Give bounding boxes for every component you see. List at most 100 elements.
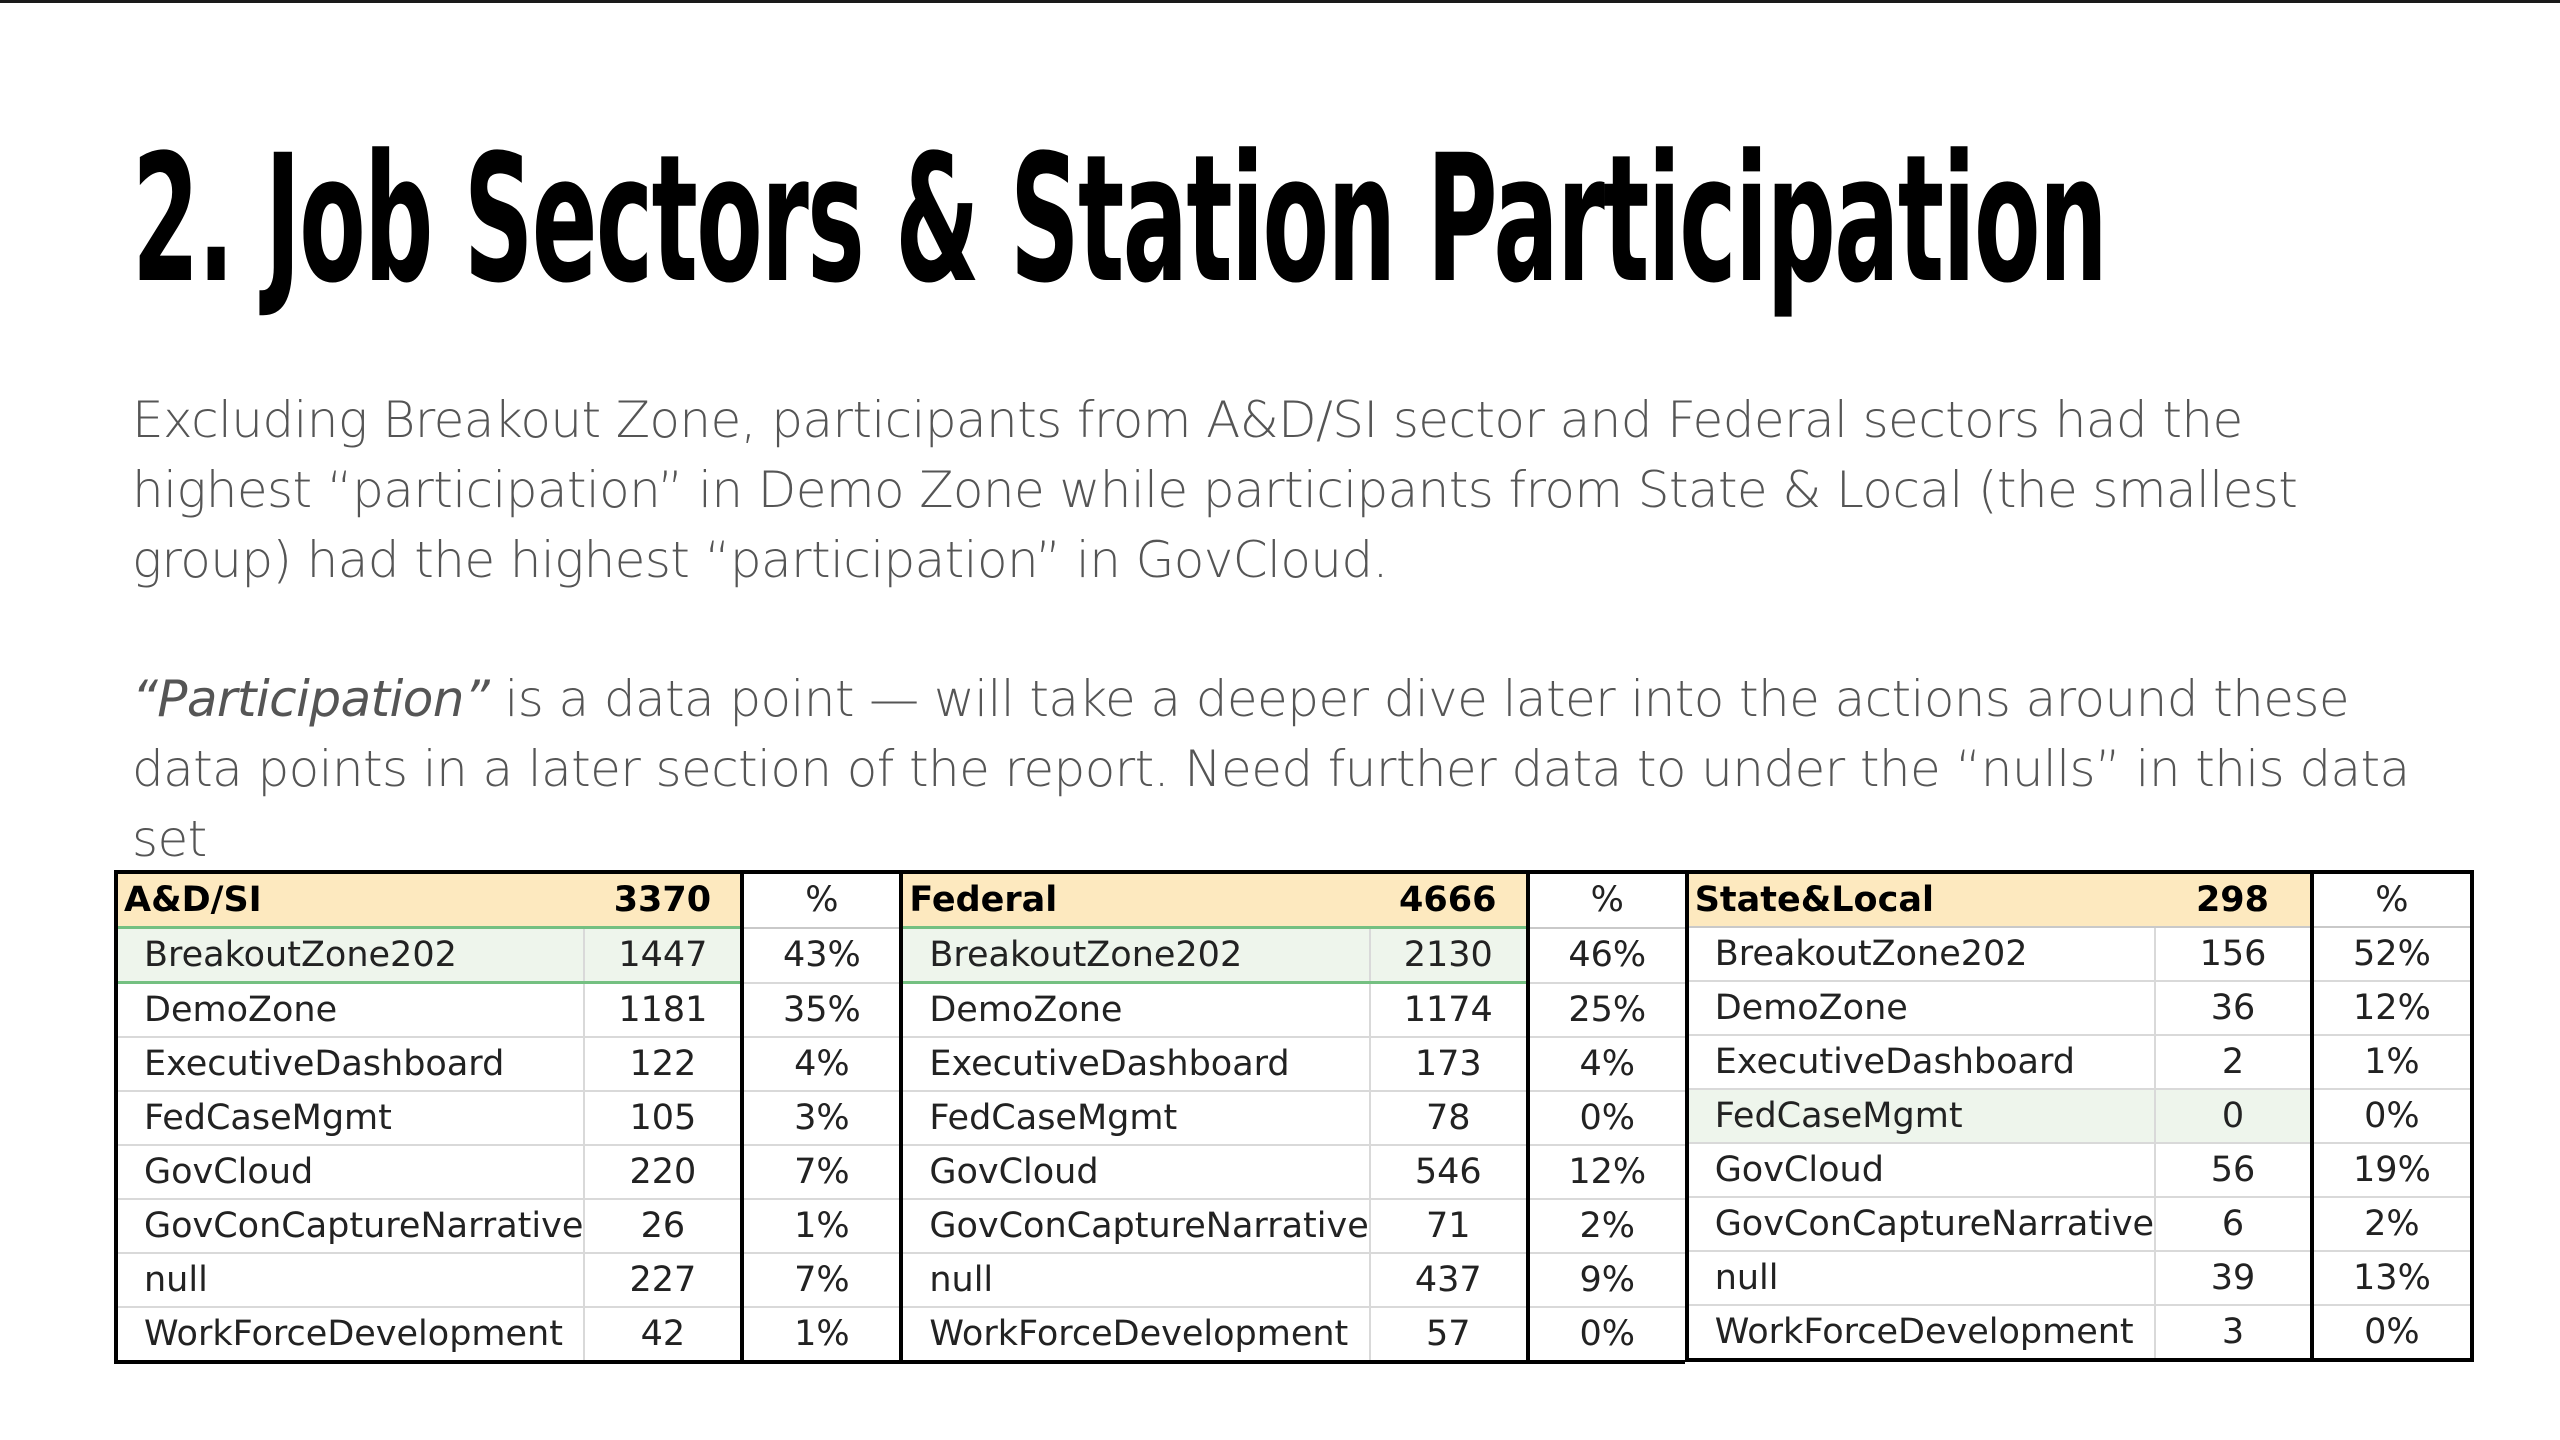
sector-total: 298	[2155, 872, 2312, 928]
station-count: 39	[2155, 1251, 2312, 1306]
station-percent: 1%	[740, 1307, 900, 1362]
station-name: BreakoutZone202	[899, 926, 1371, 984]
participation-emphasis: “Participation”	[132, 670, 490, 728]
station-count: 0	[2155, 1089, 2312, 1144]
station-name: ExecutiveDashboard	[1686, 1035, 2157, 1090]
station-name: WorkForceDevelopment	[1686, 1305, 2157, 1360]
table-row: GovCloud 56 19%	[1686, 1143, 2472, 1198]
station-count: 26	[584, 1199, 743, 1254]
station-percent: 9%	[1525, 1253, 1685, 1308]
table-row: null 227 7%	[116, 1253, 900, 1308]
percent-header: %	[2309, 872, 2472, 928]
station-percent: 0%	[1525, 1307, 1685, 1362]
station-percent: 1%	[2309, 1035, 2472, 1090]
station-count: 56	[2155, 1143, 2312, 1198]
station-percent: 19%	[2309, 1143, 2472, 1198]
station-percent: 43%	[740, 927, 900, 984]
table-row: BreakoutZone202 1447 43%	[114, 926, 900, 984]
table-header-row: A&D/SI 3370 %	[116, 872, 900, 929]
table-row: GovConCaptureNarrative 6 2%	[1686, 1197, 2472, 1252]
station-count: 57	[1425, 1314, 1471, 1354]
station-name: GovConCaptureNarrative	[901, 1199, 1371, 1254]
table-row: BreakoutZone202 156 52%	[1686, 927, 2472, 982]
station-count: 122	[584, 1037, 743, 1092]
station-count: 173	[1369, 1037, 1528, 1092]
station-count: 220	[584, 1145, 743, 1200]
top-rule	[0, 0, 2560, 3]
station-count: 156	[2155, 927, 2312, 982]
table-row: WorkForceDevelopment 3 0%	[1686, 1305, 2472, 1360]
station-name: ExecutiveDashboard	[116, 1037, 586, 1092]
station-count: 6	[2155, 1197, 2312, 1252]
station-name: GovConCaptureNarrative	[1686, 1197, 2157, 1252]
station-name: GovConCaptureNarrative	[116, 1199, 586, 1254]
station-count: 105	[584, 1091, 743, 1146]
table-ad-si: A&D/SI 3370 % BreakoutZone202 1447 43% D…	[114, 870, 900, 1364]
station-percent: 3%	[740, 1091, 900, 1146]
station-count: 2	[2155, 1035, 2312, 1090]
station-count: 36	[2155, 981, 2312, 1036]
station-count: 1174	[1369, 982, 1528, 1038]
table-row: WorkForceDevelopment 42 1%	[116, 1307, 900, 1362]
station-name: DemoZone	[1686, 981, 2157, 1036]
table-row: GovCloud 220 7%	[116, 1145, 900, 1200]
note-paragraph-text: is a data point — will take a deeper div…	[132, 670, 2410, 868]
station-percent: 0%	[2309, 1089, 2472, 1144]
station-name: BreakoutZone202	[1686, 927, 2157, 982]
station-count: 227	[584, 1253, 743, 1308]
station-percent: 2%	[1525, 1199, 1685, 1254]
table-row: BreakoutZone202 2130 46%	[899, 926, 1685, 984]
sector-total: 3370	[584, 872, 743, 929]
station-count: 546	[1369, 1145, 1528, 1200]
station-count: 42	[640, 1314, 686, 1354]
station-percent: 2%	[2309, 1197, 2472, 1252]
station-percent: 12%	[1525, 1145, 1685, 1200]
table-row: DemoZone 1174 25%	[901, 982, 1685, 1038]
station-name: DemoZone	[116, 982, 586, 1038]
station-percent: 4%	[740, 1037, 900, 1092]
station-name: DemoZone	[901, 982, 1371, 1038]
table-row: ExecutiveDashboard 173 4%	[901, 1037, 1685, 1092]
station-percent: 35%	[740, 982, 900, 1038]
station-name: WorkForceDevelopment	[116, 1307, 586, 1362]
table-row: FedCaseMgmt 78 0%	[901, 1091, 1685, 1146]
station-percent: 12%	[2309, 981, 2472, 1036]
table-row: FedCaseMgmt 0 0%	[1686, 1089, 2472, 1144]
sector-tables: A&D/SI 3370 % BreakoutZone202 1447 43% D…	[114, 870, 2474, 1364]
station-name: FedCaseMgmt	[116, 1091, 586, 1146]
station-percent: 0%	[2309, 1305, 2472, 1360]
table-header-row: Federal 4666 %	[901, 872, 1685, 929]
station-percent: 52%	[2309, 927, 2472, 982]
station-name: FedCaseMgmt	[1686, 1089, 2157, 1144]
station-percent: 25%	[1525, 982, 1685, 1038]
station-name: FedCaseMgmt	[901, 1091, 1371, 1146]
station-percent: 1%	[740, 1199, 900, 1254]
station-percent: 0%	[1525, 1091, 1685, 1146]
sector-name: State&Local	[1686, 872, 2156, 928]
table-row: GovConCaptureNarrative 71 2%	[901, 1199, 1685, 1254]
table-row: GovConCaptureNarrative 26 1%	[116, 1199, 900, 1254]
table-state-local: State&Local 298 % BreakoutZone202 156 52…	[1684, 870, 2474, 1362]
station-count: 2130	[1369, 926, 1530, 984]
table-row: ExecutiveDashboard 2 1%	[1686, 1035, 2472, 1090]
station-name: null	[901, 1253, 1371, 1308]
table-row: GovCloud 546 12%	[901, 1145, 1685, 1200]
station-percent: 46%	[1525, 927, 1685, 984]
table-row: DemoZone 36 12%	[1686, 981, 2472, 1036]
table-row: null 437 9%	[901, 1253, 1685, 1308]
percent-header: %	[1525, 872, 1685, 929]
table-row: FedCaseMgmt 105 3%	[116, 1091, 900, 1146]
table-row: null 39 13%	[1686, 1251, 2472, 1306]
station-count: 437	[1369, 1253, 1528, 1308]
station-name: null	[1686, 1251, 2157, 1306]
station-percent: 7%	[740, 1145, 900, 1200]
table-federal: Federal 4666 % BreakoutZone202 2130 46% …	[899, 870, 1685, 1364]
station-count: 3	[2221, 1312, 2245, 1352]
station-name: GovCloud	[901, 1145, 1371, 1200]
table-row: ExecutiveDashboard 122 4%	[116, 1037, 900, 1092]
station-percent: 4%	[1525, 1037, 1685, 1092]
station-name: ExecutiveDashboard	[901, 1037, 1371, 1092]
station-name: WorkForceDevelopment	[901, 1307, 1371, 1362]
percent-header: %	[740, 872, 900, 929]
station-percent: 13%	[2309, 1251, 2472, 1306]
